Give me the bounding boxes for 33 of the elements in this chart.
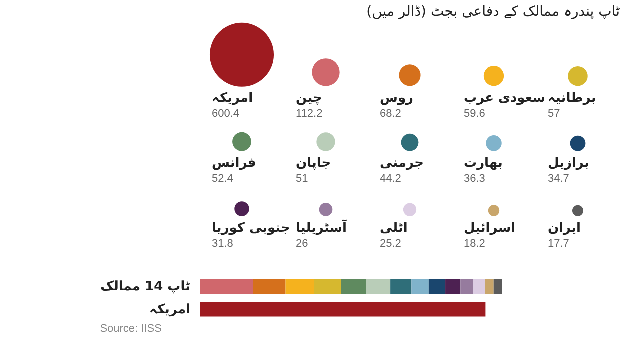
category-label: جنوبی کوریا [212, 221, 290, 236]
data-label: 51 [296, 173, 308, 185]
text: ٹاپ پندرہ ممالک کے دفاعی بجٹ (ڈالر میں) [366, 4, 620, 20]
data-label: 59.6 [464, 108, 486, 120]
data-label: 112.2 [296, 108, 323, 120]
category-label: روس [380, 90, 414, 106]
category-label: بھارت [464, 156, 503, 171]
category-label: برطانیہ [548, 90, 596, 106]
category-label: برازیل [548, 156, 590, 171]
data-label: 52.4 [212, 173, 234, 185]
data-label: 26 [296, 238, 308, 250]
category-label: چین [296, 90, 322, 106]
category-label: اٹلی [380, 221, 408, 236]
category-label: جرمنی [380, 156, 424, 171]
data-label: 36.3 [464, 173, 486, 185]
source-note: Source: IISS [100, 323, 162, 335]
data-label: 600.4 [212, 108, 240, 120]
category-label: امریکہ [212, 90, 254, 106]
data-label: 17.7 [548, 238, 570, 250]
category-label: فرانس [212, 156, 256, 171]
category-label: جاپان [296, 156, 332, 171]
data-label: 31.8 [212, 238, 234, 250]
data-label: 44.2 [380, 173, 402, 185]
category-label: آسٹریلیا [296, 219, 348, 236]
data-label: 34.7 [548, 173, 570, 185]
data-label: 68.2 [380, 108, 402, 120]
data-label: 57 [548, 108, 560, 120]
y-tick-label: ٹاپ 14 ممالک [100, 280, 191, 295]
category-label: سعودی عرب [464, 90, 546, 106]
category-label: ایران [548, 221, 581, 236]
data-label: 25.2 [380, 238, 402, 250]
data-label: 18.2 [464, 238, 486, 250]
category-label: اسرائیل [464, 221, 516, 236]
